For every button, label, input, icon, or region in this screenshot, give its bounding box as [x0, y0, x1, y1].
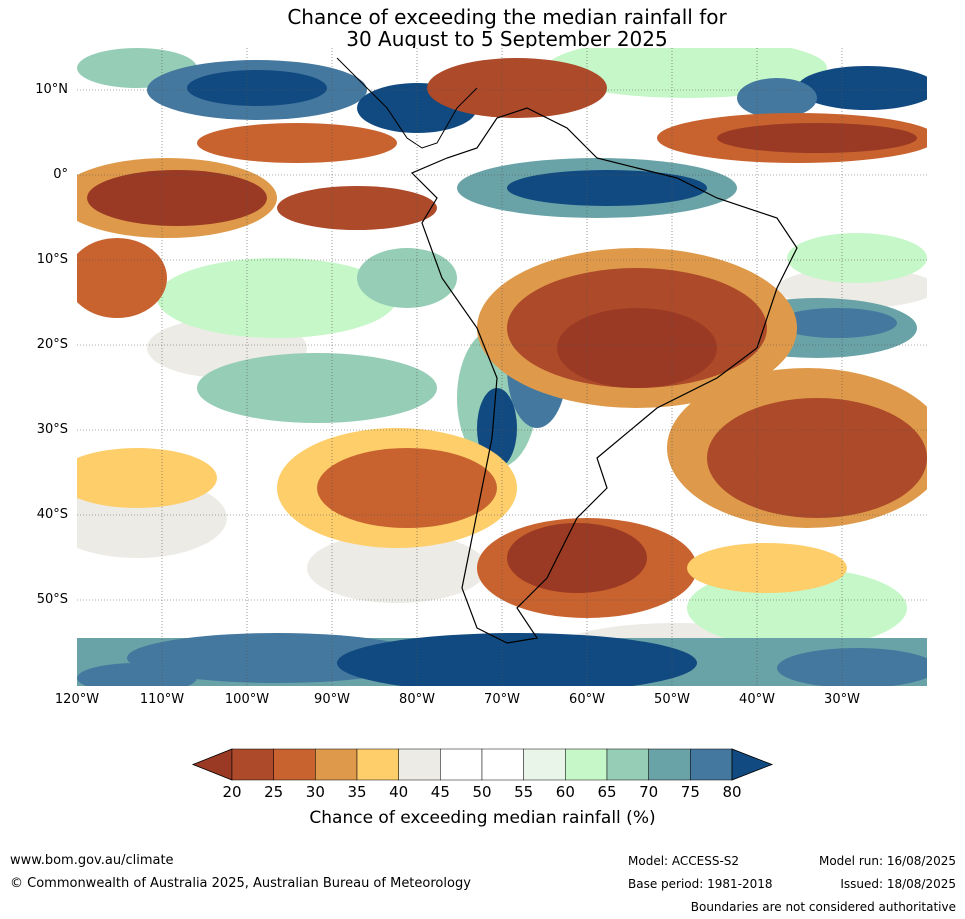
lat-label-50s: 50°S [36, 592, 68, 607]
legend-tick: 50 [472, 783, 492, 801]
legend-tick: 20 [222, 783, 242, 801]
dry-regions [77, 58, 927, 618]
lon-label-110w: 110°W [139, 692, 185, 707]
coastline [410, 107, 798, 644]
legend-tick: 40 [389, 783, 409, 801]
rainfall-map [77, 48, 927, 686]
legend-arrow-low [191, 748, 233, 781]
footer-issued: Issued: 18/08/2025 [840, 877, 956, 891]
legend-swatch [523, 748, 566, 781]
legend-swatch [481, 748, 524, 781]
legend-swatch [356, 748, 399, 781]
lon-label-60w: 60°W [569, 692, 605, 707]
graticule [77, 48, 927, 686]
lat-label-30s: 30°S [36, 422, 68, 437]
legend-swatch [648, 748, 691, 781]
legend-tick: 45 [430, 783, 450, 801]
footer-model: Model: ACCESS-S2 [628, 854, 740, 868]
footer-model-run: Model run: 16/08/2025 [818, 854, 956, 868]
map-title-line1: Chance of exceeding the median rainfall … [287, 5, 727, 29]
lon-label-100w: 100°W [224, 692, 270, 707]
legend-tick: 30 [305, 783, 325, 801]
lon-label-40w: 40°W [739, 692, 775, 707]
legend-swatch [565, 748, 608, 781]
legend-swatch [606, 748, 649, 781]
color-legend-bar [191, 748, 774, 781]
legend-swatch [315, 748, 358, 781]
lat-label-40s: 40°S [36, 507, 68, 522]
legend-tick: 70 [639, 783, 659, 801]
legend-tick: 65 [597, 783, 617, 801]
footer-website: www.bom.gov.au/climate [10, 853, 174, 868]
lon-label-120w: 120°W [54, 692, 100, 707]
footer-copyright: © Commonwealth of Australia 2025, Austra… [10, 876, 471, 891]
lat-label-10n: 10°N [35, 82, 68, 97]
map-title-line2: 30 August to 5 September 2025 [346, 27, 668, 51]
legend-swatch [273, 748, 316, 781]
lat-label-0: 0° [53, 167, 68, 182]
legend-swatch [398, 748, 441, 781]
legend-tick: 25 [264, 783, 284, 801]
legend-title: Chance of exceeding median rainfall (%) [309, 808, 656, 828]
lon-label-30w: 30°W [824, 692, 860, 707]
rainfall-map-canvas [77, 48, 927, 686]
footer-base-period: Base period: 1981-2018 [628, 877, 773, 891]
lon-label-50w: 50°W [654, 692, 690, 707]
lon-label-90w: 90°W [314, 692, 350, 707]
lat-label-10s: 10°S [36, 252, 68, 267]
legend-tick: 55 [514, 783, 534, 801]
legend-tick: 60 [555, 783, 575, 801]
footer-disclaimer: Boundaries are not considered authoritat… [690, 900, 956, 914]
legend-tick: 35 [347, 783, 367, 801]
legend-swatch [440, 748, 483, 781]
legend-tick: 80 [722, 783, 742, 801]
lon-label-80w: 80°W [399, 692, 435, 707]
central-america-coast [336, 57, 478, 149]
legend-swatch [690, 748, 733, 781]
legend-arrow-high [731, 748, 774, 781]
legend-swatch [231, 748, 274, 781]
legend-tick: 75 [680, 783, 700, 801]
lat-label-20s: 20°S [36, 337, 68, 352]
lon-label-70w: 70°W [484, 692, 520, 707]
